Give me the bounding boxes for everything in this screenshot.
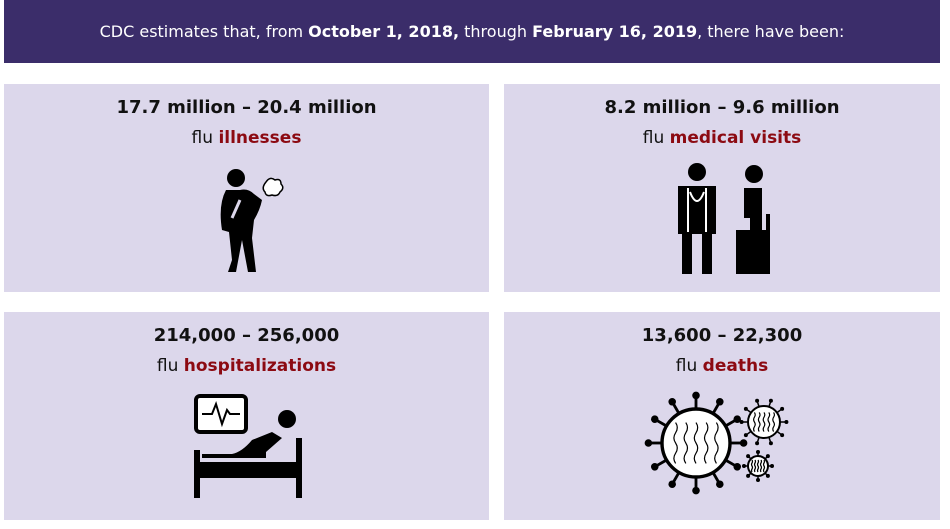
estimate-range: 214,000 – 256,000	[153, 325, 340, 346]
header-text: through	[459, 22, 533, 41]
virus-rna	[756, 459, 760, 473]
virus-knob	[765, 454, 770, 459]
label-prefix: flu	[191, 128, 214, 148]
doctor-head	[688, 163, 706, 181]
cough-cloud	[262, 177, 284, 197]
card-label: flu hospitalizations	[4, 356, 489, 376]
monitor	[194, 394, 248, 434]
virus-knob	[770, 464, 774, 468]
virus-knob	[668, 397, 676, 406]
virus-knob	[755, 398, 760, 403]
virus-knob	[743, 433, 748, 438]
label-highlight: medical visits	[669, 128, 802, 148]
virus-knob	[733, 463, 742, 471]
body	[220, 189, 262, 272]
virus-knob	[739, 420, 744, 424]
bed	[194, 438, 302, 498]
card: 13,600 – 22,300 flu deaths	[504, 312, 940, 520]
coat-lines	[687, 188, 707, 232]
header-date: October 1, 2018,	[308, 22, 460, 41]
patient-head	[278, 410, 296, 428]
estimate-range: 17.7 million – 20.4 million	[116, 97, 377, 118]
virus-rna	[753, 459, 757, 473]
virus-knob	[780, 433, 785, 438]
virus-knob	[668, 480, 676, 489]
header-text: CDC estimates that, from	[99, 22, 309, 41]
virus-knob	[644, 439, 653, 447]
label-highlight: illnesses	[218, 128, 302, 148]
heartbeat	[202, 400, 240, 428]
virus-knob	[780, 406, 785, 411]
card-label: flu medical visits	[504, 128, 940, 148]
header-text: , there have been:	[697, 22, 845, 41]
estimate-range: 8.2 million – 9.6 million	[604, 97, 840, 118]
doctor-body	[678, 186, 716, 274]
virus-rna	[753, 412, 756, 432]
virus-knob	[716, 397, 724, 406]
virus-knob	[650, 463, 659, 471]
card: 214,000 – 256,000 flu hospitalizations	[4, 312, 489, 520]
virus-knob	[716, 480, 724, 489]
header: CDC estimates that, from October 1, 2018…	[4, 0, 940, 63]
virus-knob	[746, 473, 751, 478]
label-highlight: deaths	[702, 356, 769, 376]
header-date: February 16, 2019	[532, 22, 698, 41]
virus-rna	[673, 422, 678, 464]
virus-knob	[743, 406, 748, 411]
virus-knob	[768, 441, 773, 446]
patient-body	[744, 188, 762, 232]
virus-rna	[762, 412, 766, 432]
virus-knob	[733, 415, 742, 423]
virus-knob	[756, 450, 760, 454]
illness-icon	[220, 169, 284, 272]
label-prefix: flu	[675, 356, 698, 376]
virus-knob	[784, 420, 789, 424]
head	[227, 169, 245, 187]
virus-knob	[746, 454, 751, 459]
virus-rna	[772, 412, 775, 432]
card-label: flu deaths	[504, 356, 940, 376]
virus-knob	[739, 439, 748, 447]
arm-gap	[230, 199, 242, 219]
virus-rna	[767, 412, 771, 432]
virus-knob	[650, 415, 659, 423]
virus-knob	[742, 464, 746, 468]
card: 17.7 million – 20.4 million flu illnesse…	[4, 84, 489, 292]
virus-rna	[714, 422, 719, 464]
virus-rna	[759, 459, 763, 473]
virus-rna	[693, 422, 699, 464]
virus-knob	[765, 473, 770, 478]
virus-rna	[683, 422, 689, 464]
virus-rna	[762, 459, 766, 473]
virus-icon	[644, 391, 789, 495]
label-prefix: flu	[642, 128, 665, 148]
virus-knob	[756, 478, 760, 482]
virus-rna	[703, 422, 709, 464]
virus-knob	[768, 398, 773, 403]
visit-icon	[678, 163, 770, 274]
virus-knob	[692, 391, 700, 400]
card-label: flu illnesses	[4, 128, 489, 148]
label-prefix: flu	[156, 356, 179, 376]
virus-knob	[755, 441, 760, 446]
virus-rna	[757, 412, 761, 432]
patient-body	[202, 432, 282, 458]
chair	[736, 214, 770, 274]
hospital-icon	[194, 394, 302, 498]
card: 8.2 million – 9.6 million flu medical vi…	[504, 84, 940, 292]
estimate-range: 13,600 – 22,300	[641, 325, 803, 346]
virus-rna	[750, 459, 754, 473]
label-highlight: hospitalizations	[183, 356, 337, 376]
virus-knob	[692, 486, 700, 495]
patient-head	[745, 165, 763, 183]
